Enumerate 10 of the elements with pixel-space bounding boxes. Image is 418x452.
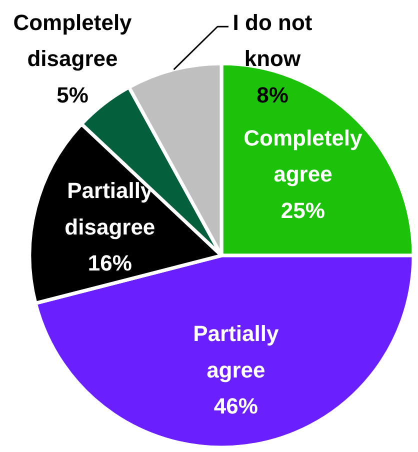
slice-label: Partially agree — [193, 321, 280, 382]
slice-label: Partially disagree — [64, 178, 156, 240]
data-label: 46% — [214, 394, 258, 419]
data-label: 5% — [56, 82, 88, 108]
slice-label: Completely agree — [244, 125, 364, 187]
slice-label: I do not know — [232, 10, 313, 71]
data-label: 8% — [256, 82, 288, 108]
data-label: 16% — [88, 250, 132, 276]
slice-label: Completely disagree — [13, 10, 133, 71]
data-label: 25% — [280, 198, 325, 223]
